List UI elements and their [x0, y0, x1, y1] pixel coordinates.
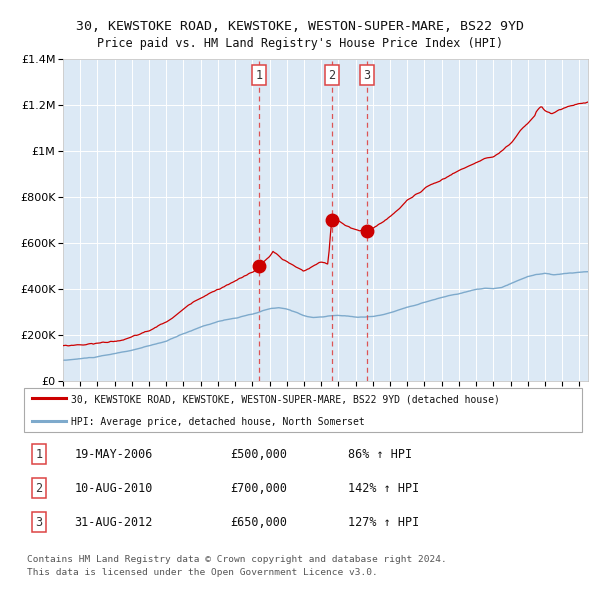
Text: 3: 3	[35, 516, 43, 529]
Text: Contains HM Land Registry data © Crown copyright and database right 2024.: Contains HM Land Registry data © Crown c…	[27, 555, 447, 564]
Text: 2: 2	[328, 68, 335, 81]
Text: 19-MAY-2006: 19-MAY-2006	[74, 448, 152, 461]
Text: 30, KEWSTOKE ROAD, KEWSTOKE, WESTON-SUPER-MARE, BS22 9YD (detached house): 30, KEWSTOKE ROAD, KEWSTOKE, WESTON-SUPE…	[71, 394, 500, 404]
Text: 2: 2	[35, 481, 43, 495]
Text: £700,000: £700,000	[230, 481, 287, 495]
Text: HPI: Average price, detached house, North Somerset: HPI: Average price, detached house, Nort…	[71, 417, 365, 427]
Text: 86% ↑ HPI: 86% ↑ HPI	[347, 448, 412, 461]
Text: Price paid vs. HM Land Registry's House Price Index (HPI): Price paid vs. HM Land Registry's House …	[97, 37, 503, 50]
Text: £500,000: £500,000	[230, 448, 287, 461]
Text: 1: 1	[35, 448, 43, 461]
Text: 10-AUG-2010: 10-AUG-2010	[74, 481, 152, 495]
Text: £650,000: £650,000	[230, 516, 287, 529]
Text: 1: 1	[256, 68, 262, 81]
Text: 3: 3	[364, 68, 371, 81]
Text: 127% ↑ HPI: 127% ↑ HPI	[347, 516, 419, 529]
FancyBboxPatch shape	[24, 388, 582, 432]
Text: This data is licensed under the Open Government Licence v3.0.: This data is licensed under the Open Gov…	[27, 568, 378, 577]
Text: 142% ↑ HPI: 142% ↑ HPI	[347, 481, 419, 495]
Text: 31-AUG-2012: 31-AUG-2012	[74, 516, 152, 529]
Text: 30, KEWSTOKE ROAD, KEWSTOKE, WESTON-SUPER-MARE, BS22 9YD: 30, KEWSTOKE ROAD, KEWSTOKE, WESTON-SUPE…	[76, 20, 524, 33]
